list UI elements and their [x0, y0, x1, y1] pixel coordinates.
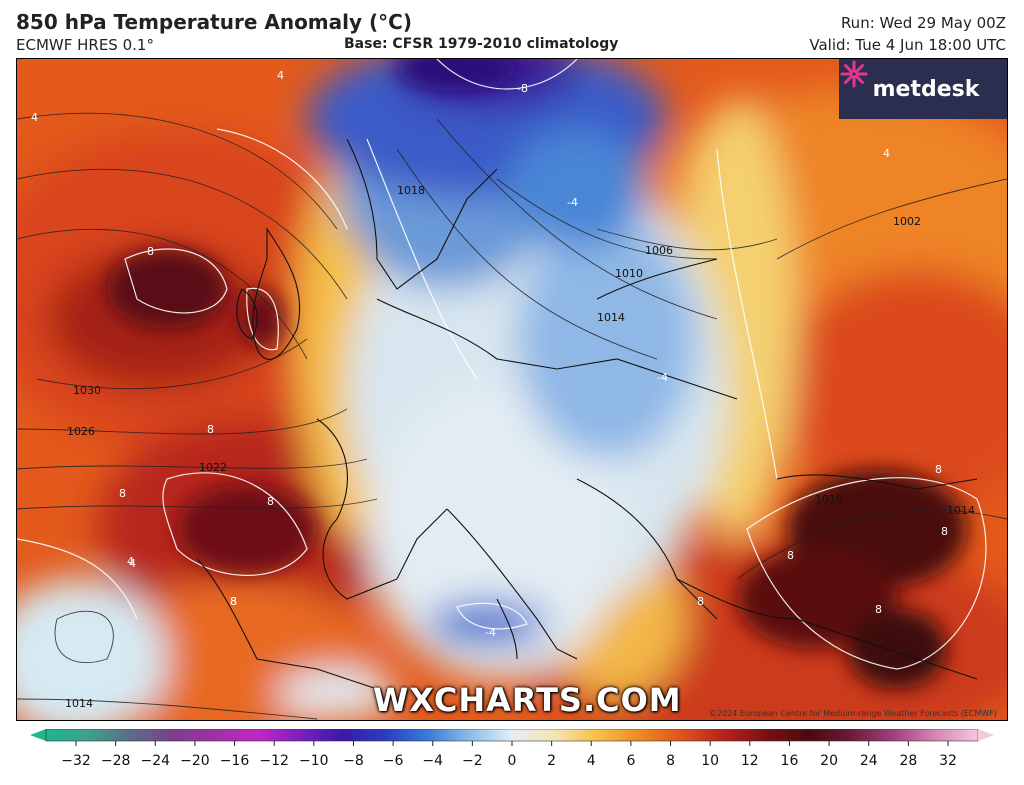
isobar-label: 1014: [947, 504, 975, 517]
isobar-label: 1014: [65, 697, 93, 710]
isobar-label: 1006: [645, 244, 673, 257]
anomaly-label: 8: [941, 525, 948, 538]
anomaly-label: 8: [875, 603, 882, 616]
isobar-label-group: 1030 1026 1022 1018 1014 1010 1006 1002 …: [65, 184, 975, 710]
isobars: [17, 112, 1007, 720]
anomaly-label: 8: [230, 595, 237, 608]
colorbar-tick-label: 24: [860, 753, 878, 769]
logo-star-ray: [844, 74, 854, 84]
colorbar-gradient: [45, 728, 979, 742]
anomaly-label: 8: [697, 595, 704, 608]
colorbar-right-arrow: [978, 729, 994, 741]
metdesk-logo: metdesk: [839, 59, 1007, 119]
colorbar-tick-label: 28: [899, 753, 917, 769]
anomaly-label: 4: [129, 557, 136, 570]
colorbar-tick-label: 6: [626, 753, 635, 769]
colorbar-tick-label: 16: [781, 753, 799, 769]
isobar-label: 1018: [397, 184, 425, 197]
anomaly-label: 8: [935, 463, 942, 476]
colorbar-tick-label: −12: [259, 753, 289, 769]
chart-title: 850 hPa Temperature Anomaly (°C): [16, 10, 412, 34]
anomaly-hotspots: [107, 59, 967, 689]
colorbar-tick-label: 10: [701, 753, 719, 769]
anomaly-label: 8: [147, 245, 154, 258]
run-time-label: Run: Wed 29 May 00Z: [840, 14, 1006, 32]
isobar-label: 1014: [597, 311, 625, 324]
anomaly-label: -4: [567, 196, 578, 209]
colorbar-tick-label: −32: [61, 753, 91, 769]
colorbar-left-arrow: [30, 729, 46, 741]
colorbar-tick-label: −24: [140, 753, 170, 769]
colorbar-tick-label: 32: [939, 753, 957, 769]
colorbar-tick-label: −8: [343, 753, 364, 769]
anomaly-label-group: 8 8 8 8 8 8 8 8 4 4 4 -4 -4 -8 4 8 8 8 -…: [31, 69, 948, 639]
isobar-label: 1030: [73, 384, 101, 397]
colorbar-svg: −32 −28 −24 −20 −16 −12 −10 −8 −6 −4 −2 0 2 4 6 8 10 12 16…: [30, 728, 994, 769]
copyright-notice: ©2024 European Centre for Medium-range W…: [708, 709, 997, 718]
colorbar-tick-label: 0: [508, 753, 517, 769]
watermark: WXCHARTS.COM: [373, 681, 682, 719]
anomaly-label: 8: [230, 595, 237, 608]
colorbar-tick-label: −20: [180, 753, 210, 769]
anomaly-label: 4: [127, 555, 134, 568]
anomaly-label: -8: [517, 82, 528, 95]
anomaly-label: 4: [277, 69, 284, 82]
colorbar-tick-label: −4: [422, 753, 443, 769]
logo-star-ray: [854, 74, 864, 84]
colorbar-tick-label: 12: [741, 753, 759, 769]
metdesk-star-icon: [840, 60, 868, 88]
anomaly-label: -4: [485, 626, 496, 639]
colorbar-tick-label: 4: [587, 753, 596, 769]
isobar-label: 1002: [893, 215, 921, 228]
isobar-label: 1022: [199, 461, 227, 474]
anomaly-label: 8: [119, 487, 126, 500]
base-climatology-label: Base: CFSR 1979-2010 climatology: [344, 36, 619, 52]
model-label: ECMWF HRES 0.1°: [16, 36, 154, 54]
isobar-label: 1010: [615, 267, 643, 280]
colorbar-tick-label: −28: [101, 753, 131, 769]
anomaly-label: 8: [267, 495, 274, 508]
anomaly-label: 8: [787, 549, 794, 562]
colorbar-tick-label: −10: [299, 753, 329, 769]
anomaly-label: 8: [207, 423, 214, 436]
colorbar-tick-label: −6: [383, 753, 404, 769]
colorbar-tick-label: −16: [220, 753, 250, 769]
anomaly-label: 4: [883, 147, 890, 160]
colorbar-ticks: −32 −28 −24 −20 −16 −12 −10 −8 −6 −4 −2 0 2 4 6 8 10 12 16…: [61, 741, 957, 769]
anomaly-label: 4: [31, 111, 38, 124]
isobar-label: 1010: [815, 493, 843, 506]
coastlines: [196, 138, 978, 690]
anomaly-map: 1030 1026 1022 1018 1014 1010 1006 1002 …: [16, 58, 1008, 721]
map-canvas: 1030 1026 1022 1018 1014 1010 1006 1002 …: [17, 59, 1007, 720]
anomaly-contours: [17, 59, 987, 670]
logo-star-ray: [854, 64, 864, 74]
valid-time-label: Valid: Tue 4 Jun 18:00 UTC: [809, 36, 1006, 54]
colorbar: −32 −28 −24 −20 −16 −12 −10 −8 −6 −4 −2 0 2 4 6 8 10 12 16…: [30, 728, 994, 781]
colorbar-tick-label: −2: [462, 753, 483, 769]
isobar-label: 1026: [67, 425, 95, 438]
logo-text: metdesk: [872, 76, 980, 102]
colorbar-tick-label: 2: [547, 753, 556, 769]
colorbar-tick-label: 8: [666, 753, 675, 769]
logo-star-ray: [844, 64, 854, 74]
colorbar-tick-label: 20: [820, 753, 838, 769]
anomaly-label: -4: [657, 371, 668, 384]
